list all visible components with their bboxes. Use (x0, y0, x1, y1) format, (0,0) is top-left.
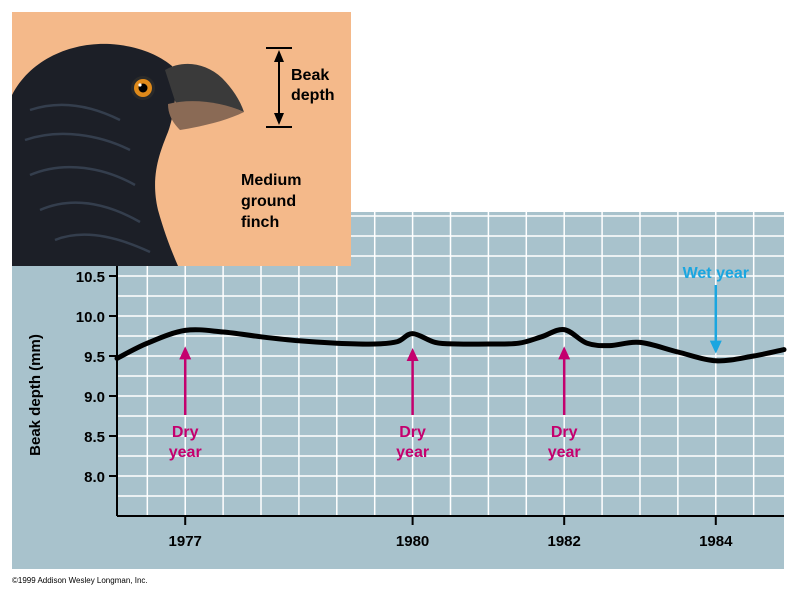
finch-beak-lower (168, 101, 244, 130)
dry-year-label: Dry year (548, 424, 581, 461)
plot-background (12, 212, 784, 569)
y-tick-label: 9.0 (84, 389, 105, 406)
beak-depth-label: Beak depth (291, 67, 335, 104)
finch-feather-highlights (24, 103, 151, 254)
finch-body (12, 43, 178, 266)
axis-ticks: 8.0 8.5 9.0 9.5 10.0 10.5 1977 1980 1982 1984 (76, 269, 733, 550)
y-tick-label: 10.5 (76, 269, 105, 286)
annotations: Dry year Dry year Dry year Wet year (169, 265, 749, 461)
x-tick-label: 1977 (169, 533, 202, 550)
dry-year-label: Dry year (169, 424, 202, 461)
dry-year-label: Dry year (396, 424, 429, 461)
x-tick-label: 1984 (699, 533, 733, 550)
series-line-beak-depth (114, 327, 787, 364)
finch-name-label: Medium ground finch (241, 172, 301, 231)
finch-illustration: Beak depth Medium ground finch (12, 12, 351, 266)
x-tick-label: 1982 (548, 533, 581, 550)
finch-eye-glint (138, 83, 142, 87)
x-tick-label: 1980 (396, 533, 429, 550)
y-tick-label: 9.5 (84, 349, 105, 366)
beak-depth-arrowhead-up (274, 50, 284, 62)
beak-depth-arrowhead-down (274, 113, 284, 125)
copyright-credit: ©1999 Addison Wesley Longman, Inc. (12, 576, 148, 585)
wet-year-label: Wet year (683, 265, 749, 282)
y-tick-label: 8.0 (84, 469, 105, 486)
finch-beak-upper (165, 63, 244, 112)
y-tick-label: 8.5 (84, 429, 105, 446)
wet-year-arrowhead (709, 340, 722, 354)
dry-year-arrowhead (179, 346, 192, 360)
dry-year-arrowhead (558, 346, 571, 360)
y-tick-label: 10.0 (76, 309, 105, 326)
dry-year-arrowhead (406, 348, 419, 361)
y-axis-label: Beak depth (mm) (27, 334, 44, 456)
